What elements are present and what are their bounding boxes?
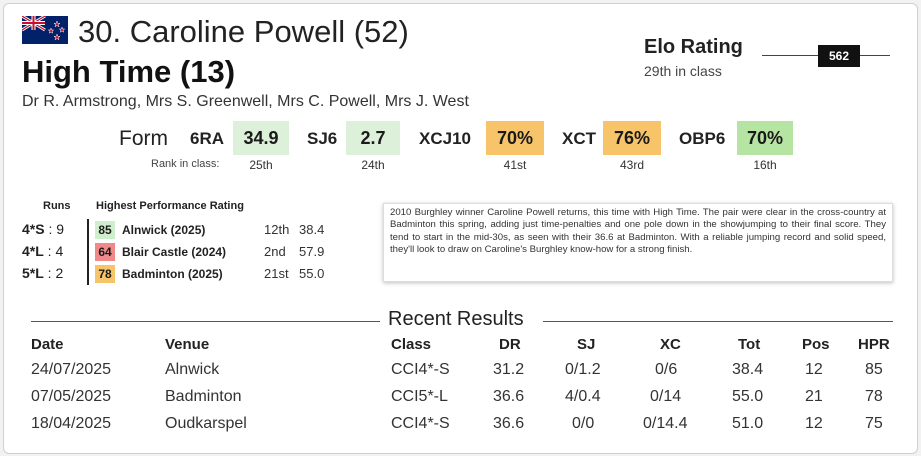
column-header: Date xyxy=(31,336,64,353)
cell-xc: 0/14.4 xyxy=(643,415,688,432)
hpr-badge: 64 xyxy=(95,243,115,261)
form-value: 34.9 xyxy=(233,121,289,155)
hpr-position: 2nd xyxy=(264,244,286,259)
form-rank: 41st xyxy=(503,158,527,172)
form-rank: 24th xyxy=(361,158,385,172)
column-header: Class xyxy=(391,336,432,353)
cell-class: CCI5*-L xyxy=(391,388,448,405)
cell-tot: 38.4 xyxy=(732,361,764,378)
cell-hpr: 75 xyxy=(865,415,883,432)
runs-row: 5*L : 2 xyxy=(22,265,64,281)
cell-tot: 51.0 xyxy=(732,415,764,432)
cell-xc: 0/6 xyxy=(655,361,678,378)
hpr-event: Alnwick (2025) xyxy=(122,223,206,237)
runs-row: 4*L : 4 xyxy=(22,243,64,259)
description-box: 2010 Burghley winner Caroline Powell ret… xyxy=(383,203,893,282)
divider xyxy=(31,321,380,322)
rank-in-class-label: Rank in class: xyxy=(151,158,220,170)
form-label: Form xyxy=(119,127,168,150)
hpr-score: 38.4 xyxy=(299,222,325,237)
cell-xc: 0/14 xyxy=(650,388,682,405)
hpr-event: Badminton (2025) xyxy=(122,267,223,281)
column-header: Tot xyxy=(738,336,761,353)
cell-venue: Oudkarspel xyxy=(165,415,247,432)
divider xyxy=(543,321,893,322)
hpr-position: 12th xyxy=(264,222,290,237)
cell-dr: 31.2 xyxy=(493,361,525,378)
cell-pos: 12 xyxy=(805,361,823,378)
recent-results-title: Recent Results xyxy=(388,308,524,330)
form-code: OBP6 xyxy=(679,129,726,148)
cell-venue: Alnwick xyxy=(165,361,220,378)
cell-sj: 0/1.2 xyxy=(565,361,601,378)
form-rank: 25th xyxy=(249,158,273,172)
column-header: Venue xyxy=(165,336,210,353)
elo-title: Elo Rating xyxy=(644,36,743,58)
hpr-badge: 85 xyxy=(95,221,115,239)
cell-date: 07/05/2025 xyxy=(31,388,112,405)
cell-dr: 36.6 xyxy=(493,388,525,405)
column-header: Pos xyxy=(802,336,830,353)
cell-sj: 0/0 xyxy=(572,415,595,432)
column-header: HPR xyxy=(858,336,890,353)
elo-value-badge: 562 xyxy=(818,45,860,67)
runs-count: 2 xyxy=(55,265,64,281)
cell-hpr: 78 xyxy=(865,388,883,405)
hpr-score: 57.9 xyxy=(299,244,325,259)
owners: Dr R. Armstrong, Mrs S. Greenwell, Mrs C… xyxy=(22,93,469,110)
cell-class: CCI4*-S xyxy=(391,415,450,432)
cell-hpr: 85 xyxy=(865,361,883,378)
form-code: SJ6 xyxy=(307,129,338,148)
form-code: 6RA xyxy=(190,129,225,148)
cell-venue: Badminton xyxy=(165,388,242,405)
form-value: 70% xyxy=(486,121,544,155)
rider-title: 30. Caroline Powell (52) xyxy=(78,14,409,49)
hpr-header: Highest Performance Rating xyxy=(96,200,244,212)
cell-dr: 36.6 xyxy=(493,415,525,432)
cell-date: 24/07/2025 xyxy=(31,361,112,378)
form-value: 2.7 xyxy=(346,121,400,155)
runs-level: 4*L xyxy=(22,243,44,259)
form-code: XCT xyxy=(562,129,596,148)
runs-row: 4*S : 9 xyxy=(22,221,65,237)
form-rank: 16th xyxy=(753,158,777,172)
cell-pos: 12 xyxy=(805,415,823,432)
hpr-badge: 78 xyxy=(95,265,115,283)
column-header: DR xyxy=(499,336,521,353)
cell-tot: 55.0 xyxy=(732,388,764,405)
cell-sj: 4/0.4 xyxy=(565,388,601,405)
runs-header: Runs xyxy=(43,200,71,212)
runs-level: 4*S xyxy=(22,221,45,237)
hpr-score: 55.0 xyxy=(299,266,325,281)
hpr-event: Blair Castle (2024) xyxy=(122,245,227,259)
column-header: XC xyxy=(660,336,681,353)
runs-count: 9 xyxy=(56,221,65,237)
new-zealand-flag-icon xyxy=(22,16,68,44)
elo-class-rank: 29th in class xyxy=(644,63,722,79)
hpr-position: 21st xyxy=(264,266,289,281)
runs-count: 4 xyxy=(55,243,64,259)
form-value: 76% xyxy=(603,121,661,155)
cell-class: CCI4*-S xyxy=(391,361,450,378)
horse-name: High Time (13) xyxy=(22,54,236,89)
form-code: XCJ10 xyxy=(419,129,471,148)
cell-pos: 21 xyxy=(805,388,823,405)
form-value: 70% xyxy=(737,121,793,155)
column-header: SJ xyxy=(577,336,596,353)
cell-date: 18/04/2025 xyxy=(31,415,112,432)
divider xyxy=(87,219,89,285)
runs-level: 5*L xyxy=(22,265,44,281)
form-rank: 43rd xyxy=(619,158,645,172)
